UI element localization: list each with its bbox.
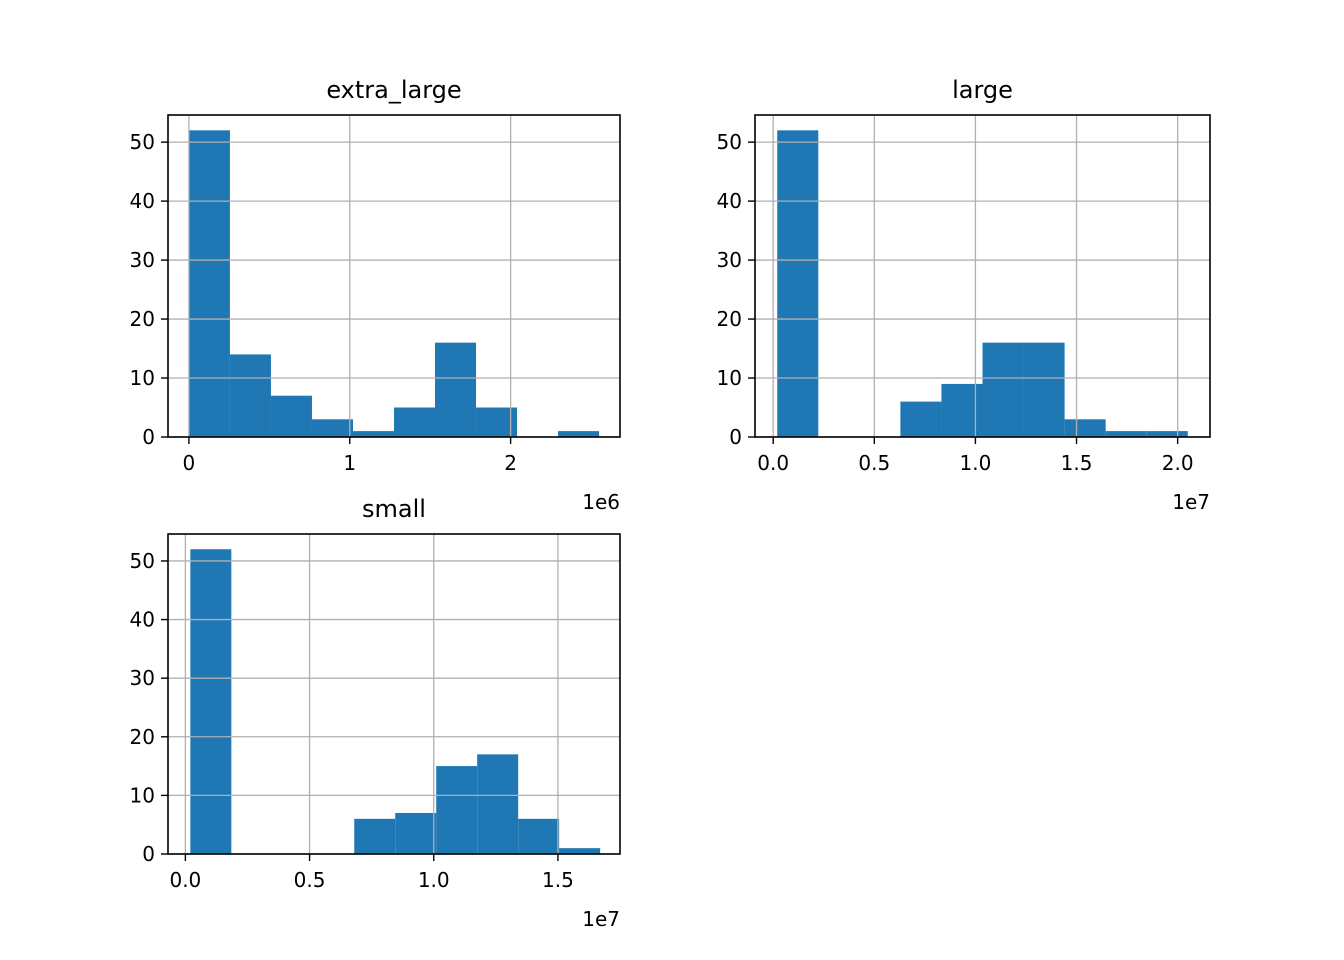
y-tick-label: 0 <box>142 425 155 449</box>
histogram-bar <box>777 130 819 438</box>
histogram-bar <box>229 354 271 437</box>
histogram-bar <box>352 431 394 437</box>
histogram-bar <box>394 407 436 437</box>
x-tick-label: 2 <box>504 451 517 475</box>
histogram-bar <box>477 754 519 854</box>
x-tick-label: 0.0 <box>757 451 789 475</box>
y-tick-label: 0 <box>142 842 155 866</box>
y-tick-label: 40 <box>130 189 155 213</box>
y-tick-label: 20 <box>130 725 155 749</box>
histogram-bar <box>1064 419 1106 437</box>
panel-title: large <box>952 76 1013 104</box>
histogram-bar <box>270 395 312 437</box>
histogram-bar <box>518 818 560 854</box>
histogram-bar <box>188 130 230 438</box>
histogram-bar <box>1146 431 1188 437</box>
y-tick-label: 10 <box>717 366 742 390</box>
axes-frame <box>754 114 1211 438</box>
y-tick-label: 30 <box>717 248 742 272</box>
y-tick-label: 50 <box>130 130 155 154</box>
histogram-bar <box>395 812 437 854</box>
histogram-bar <box>1105 431 1147 437</box>
y-tick-label: 50 <box>717 130 742 154</box>
y-tick-label: 30 <box>130 248 155 272</box>
x-tick-label: 0.5 <box>294 868 326 892</box>
y-tick-label: 10 <box>130 366 155 390</box>
histogram-bar <box>559 848 601 854</box>
panel-title: extra_large <box>326 76 461 104</box>
x-tick-label: 2.0 <box>1162 451 1194 475</box>
panel-large: 0.0 0.5 1.0 1.5 2.0 0 10 20 30 40 50 large 1e7 <box>717 76 1211 514</box>
histogram-bar <box>941 383 983 437</box>
x-tick-label: 1.0 <box>960 451 992 475</box>
y-tick-label: 20 <box>717 307 742 331</box>
y-tick-label: 30 <box>130 666 155 690</box>
y-tick-label: 40 <box>130 608 155 632</box>
x-tick-label: 0 <box>183 451 196 475</box>
x-offset-label: 1e6 <box>582 490 620 514</box>
histogram-bar <box>436 766 478 854</box>
axes-frame <box>167 533 621 855</box>
axes-frame <box>167 114 621 438</box>
y-tick-label: 10 <box>130 783 155 807</box>
y-tick-label: 20 <box>130 307 155 331</box>
histogram-bar <box>354 818 396 854</box>
panel-title: small <box>362 495 426 523</box>
x-tick-label: 0.0 <box>169 868 201 892</box>
x-tick-label: 1.0 <box>418 868 450 892</box>
histogram-bar <box>1023 342 1065 437</box>
histogram-bar <box>435 342 477 437</box>
panel-small: 0.0 0.5 1.0 1.5 0 10 20 30 40 50 small 1e7 <box>130 495 621 931</box>
histogram-bar <box>982 342 1024 437</box>
y-tick-label: 0 <box>729 425 742 449</box>
x-tick-label: 0.5 <box>858 451 890 475</box>
y-tick-label: 40 <box>717 189 742 213</box>
x-tick-label: 1.5 <box>542 868 574 892</box>
histogram-bar <box>558 431 600 437</box>
histogram-bar <box>900 401 942 437</box>
x-tick-label: 1 <box>343 451 356 475</box>
y-tick-label: 50 <box>130 549 155 573</box>
x-offset-label: 1e7 <box>582 907 620 931</box>
histogram-bar <box>190 549 232 854</box>
x-offset-label: 1e7 <box>1172 490 1210 514</box>
histogram-bar <box>311 419 353 437</box>
x-tick-label: 1.5 <box>1061 451 1093 475</box>
